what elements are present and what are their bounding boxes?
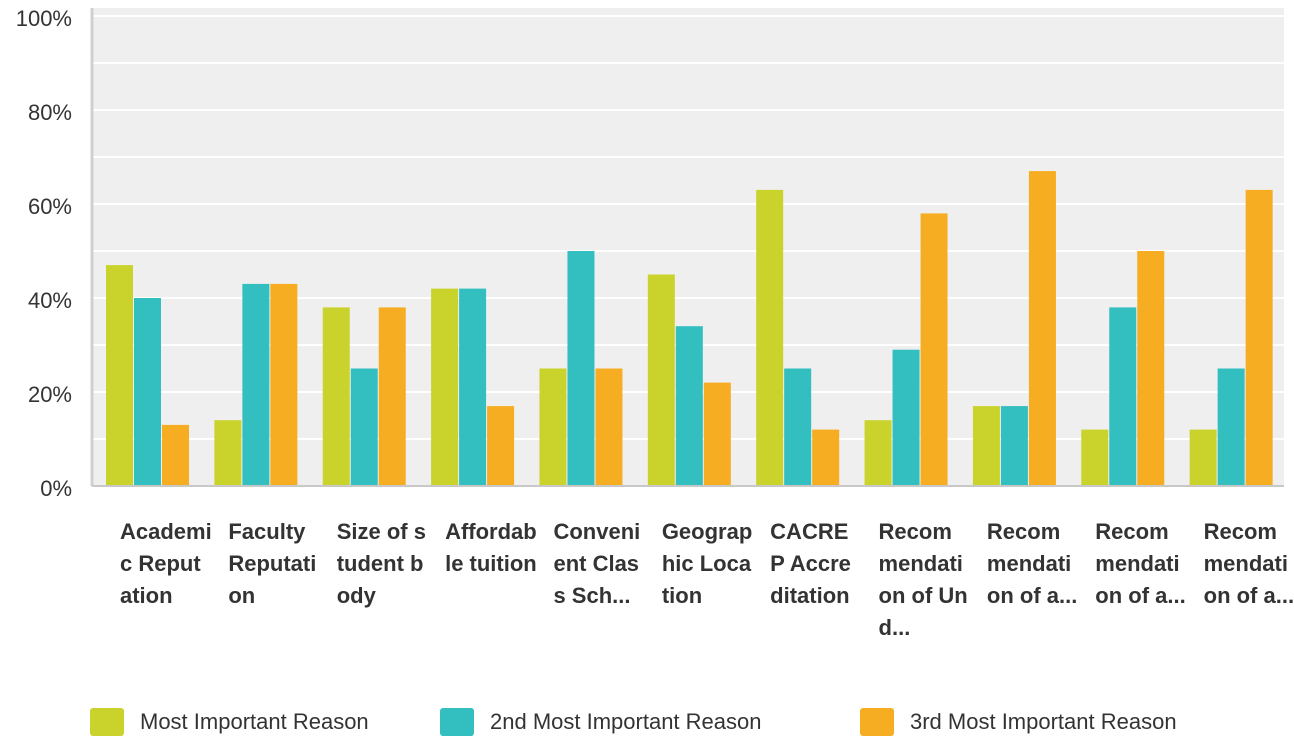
y-tick-label: 40% [28,288,72,313]
bar [567,251,595,486]
y-tick-label: 100% [16,6,72,31]
bar [647,274,675,486]
bar [1245,189,1273,486]
bar [134,298,161,486]
bar [242,283,270,486]
bar [539,368,567,486]
bar [972,406,1000,486]
bar [784,368,812,486]
bar [431,288,459,486]
bar [892,349,920,486]
x-tick-label: Convenient Class Sch... [553,519,641,608]
x-tick-label: Academic Reputation [120,519,212,608]
bar [1217,368,1245,486]
legend-swatch [90,708,124,736]
x-tick-label: Faculty Reputation [228,519,317,608]
bar [1028,171,1056,486]
bar [322,307,350,486]
bar [459,288,487,486]
x-tick-label: Geographic Location [661,519,753,608]
y-tick-label: 80% [28,100,72,125]
bar [1109,307,1137,486]
legend-swatch [440,708,474,736]
x-tick-label: Size of student body [336,519,426,608]
x-tick-label: Recommendation of a... [1203,519,1294,608]
bar [1081,429,1109,486]
bar [675,326,703,486]
x-tick-label: Recommendation of Und... [878,519,968,640]
y-tick-label: 20% [28,382,72,407]
bar [703,382,731,486]
legend-label: 3rd Most Important Reason [910,709,1177,734]
y-tick-label: 60% [28,194,72,219]
bar [270,283,298,486]
bar [1189,429,1217,486]
bar [864,420,892,486]
bar [214,420,242,486]
legend-swatch [860,708,894,736]
legend-label: Most Important Reason [140,709,369,734]
bar [162,424,189,486]
bar [487,406,515,486]
legend-label: 2nd Most Important Reason [490,709,761,734]
bar [812,429,840,486]
bar [595,368,623,486]
x-tick-label: Affordable tuition [445,519,537,576]
bar [350,368,378,486]
x-tick-label: Recommendation of a... [1095,519,1186,608]
bar [756,189,784,486]
y-tick-label: 0% [40,476,72,501]
bar [106,265,133,486]
x-tick-label: Recommendation of a... [986,519,1078,608]
bar [1000,406,1028,486]
bar [920,213,948,486]
x-tick-label: CACREP Accreditation [770,519,851,608]
bar [1137,251,1165,486]
bar [378,307,406,486]
